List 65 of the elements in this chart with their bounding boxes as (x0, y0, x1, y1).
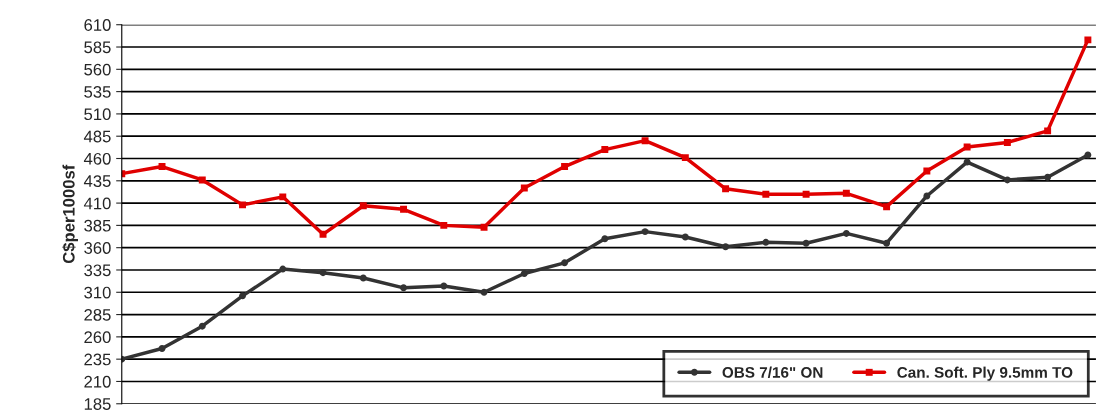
legend-label: OBS 7/16" ON (722, 366, 823, 378)
y-tick-label: 335 (84, 264, 111, 277)
point (1044, 127, 1052, 135)
y-tick-label: 185 (84, 398, 111, 410)
point (883, 239, 891, 247)
point (1044, 173, 1052, 181)
y-axis-title: C$per1000sf (62, 164, 78, 264)
point (158, 344, 166, 352)
point (722, 185, 730, 193)
point (601, 235, 609, 243)
point (239, 201, 247, 209)
y-tick-label: 360 (84, 242, 111, 254)
point (601, 146, 609, 154)
point (802, 190, 810, 198)
point (480, 223, 488, 231)
point (842, 229, 850, 237)
point (279, 193, 287, 201)
point (440, 221, 448, 229)
y-tick-label: 585 (84, 41, 111, 54)
point (1003, 176, 1011, 184)
y-tick-label: 535 (84, 86, 111, 98)
point (400, 284, 408, 292)
point (762, 190, 770, 198)
point (239, 292, 247, 300)
point (561, 163, 569, 170)
y-tick-label: 510 (84, 108, 111, 121)
point (520, 270, 528, 278)
y-tick-label: 285 (84, 308, 111, 321)
point (520, 184, 528, 192)
y-tick-label: 435 (83, 175, 111, 187)
y-tick-label: 235 (84, 353, 111, 366)
y-tick-label: 460 (83, 152, 111, 165)
y-tick-label: 560 (84, 63, 111, 76)
y-tick-label: 485 (83, 130, 111, 143)
point (440, 282, 448, 290)
point (641, 228, 649, 236)
y-tick-label: 385 (84, 219, 111, 232)
point (319, 269, 327, 277)
point (198, 176, 206, 184)
point (963, 143, 971, 151)
y-tick-label: 610 (84, 19, 111, 31)
point (681, 233, 689, 241)
y-tick-label: 210 (84, 375, 111, 388)
point (561, 259, 569, 267)
y-tick-label: 310 (84, 286, 111, 299)
point (400, 205, 408, 213)
point (359, 202, 367, 210)
point (883, 203, 891, 211)
point (198, 322, 206, 330)
point (842, 189, 850, 197)
point (722, 243, 730, 251)
point (923, 192, 931, 200)
y-tick-label: 410 (83, 197, 111, 210)
point (359, 274, 367, 282)
point (762, 238, 770, 246)
point (319, 230, 327, 238)
point (1084, 36, 1092, 44)
point (1003, 138, 1011, 146)
y-tick-label: 260 (84, 331, 111, 344)
point (279, 265, 287, 273)
legend-label: Can. Soft. Ply 9.5mm TO (897, 366, 1073, 381)
point (641, 137, 649, 145)
point (480, 288, 488, 296)
point (681, 154, 689, 162)
point (802, 239, 810, 247)
